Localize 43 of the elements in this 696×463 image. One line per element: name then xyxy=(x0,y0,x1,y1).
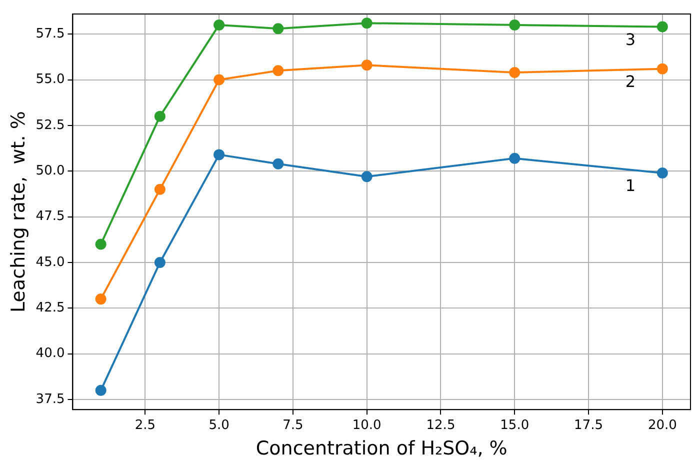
y-tick-label: 50.0 xyxy=(36,164,65,179)
y-tick-label: 45.0 xyxy=(36,254,65,270)
x-tick-label: 5.0 xyxy=(208,418,230,433)
y-tick-label: 55.0 xyxy=(36,72,65,88)
x-tick-label: 7.5 xyxy=(282,418,304,433)
x-tick-label: 20.0 xyxy=(648,418,677,433)
y-tick-label: 37.5 xyxy=(36,392,65,407)
x-tick-label: 12.5 xyxy=(426,418,456,433)
point xyxy=(154,184,166,195)
y-tick-label: 47.5 xyxy=(36,209,65,224)
series-label: 1 xyxy=(625,176,636,196)
y-tick-label: 57.5 xyxy=(36,26,65,42)
point xyxy=(509,152,520,164)
point xyxy=(95,294,106,305)
y-tick-label: 52.5 xyxy=(36,118,65,133)
point xyxy=(509,66,520,78)
point xyxy=(214,74,225,86)
point xyxy=(272,158,284,170)
point xyxy=(95,384,106,396)
point xyxy=(361,60,372,71)
point xyxy=(154,110,166,122)
x-tick-label: 17.5 xyxy=(574,418,604,433)
x-tick-label: 10.0 xyxy=(352,418,382,433)
point xyxy=(214,19,225,30)
series-label: 2 xyxy=(625,72,636,91)
x-tick-label: 2.5 xyxy=(134,418,156,433)
point xyxy=(656,167,668,178)
point xyxy=(272,23,284,34)
x-axis-title: Concentration of H₂SO₄, % xyxy=(256,438,508,460)
point xyxy=(509,19,520,30)
point xyxy=(95,238,106,250)
y-axis-title: Leaching rate, wt. % xyxy=(7,111,30,312)
x-tick-label: 15.0 xyxy=(500,418,530,433)
point xyxy=(361,18,372,29)
point xyxy=(154,257,166,268)
y-tick-label: 40.0 xyxy=(36,346,65,362)
point xyxy=(656,21,668,32)
point xyxy=(361,171,372,182)
y-tick-label: 42.5 xyxy=(36,300,65,316)
point xyxy=(272,65,284,76)
point xyxy=(656,63,668,74)
series-label: 3 xyxy=(625,30,636,49)
point xyxy=(214,149,225,160)
